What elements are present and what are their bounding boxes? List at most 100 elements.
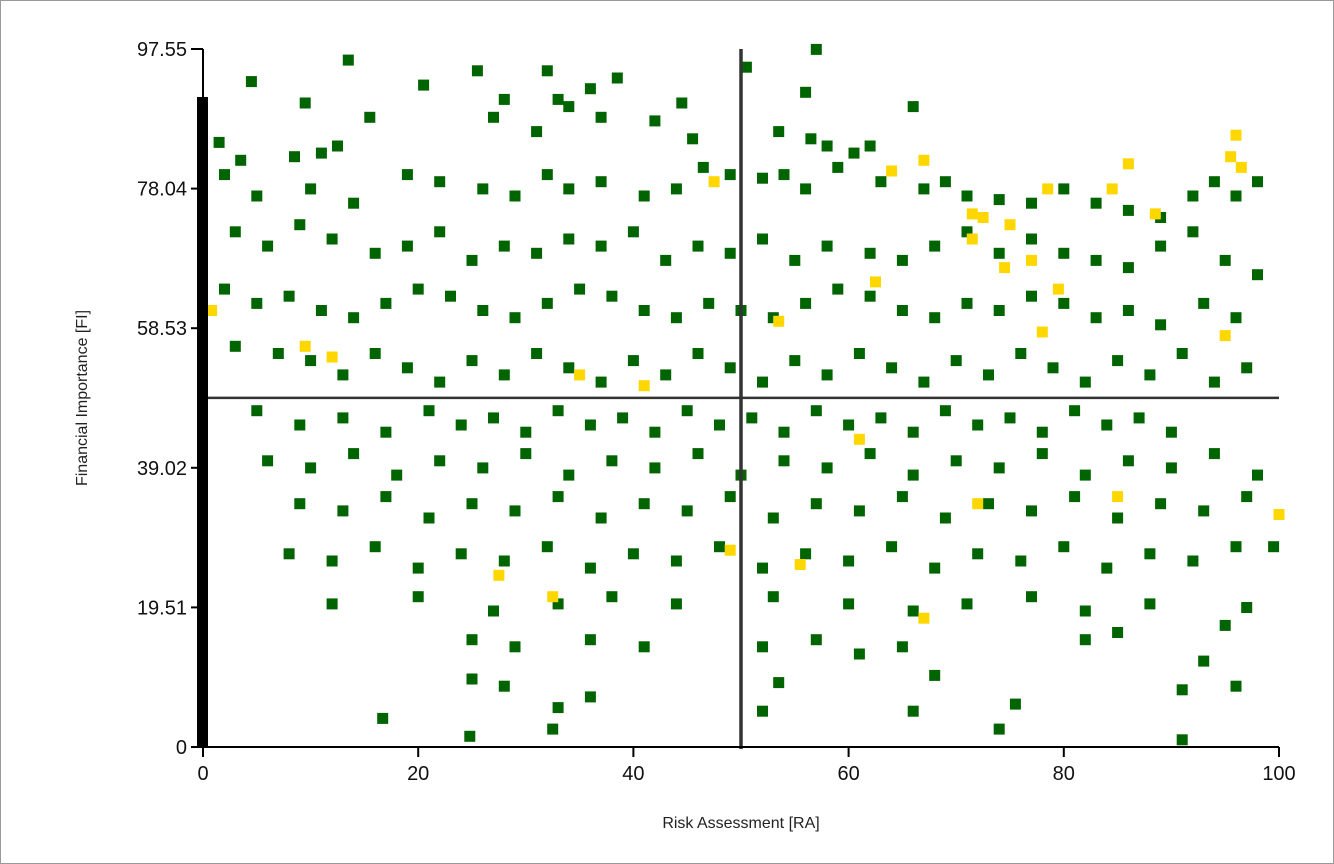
data-point [434,376,446,388]
data-point [547,591,559,603]
data-point [670,183,682,195]
data-point [547,723,559,735]
data-point [848,147,860,159]
data-point [950,455,962,467]
data-point [896,305,908,316]
data-point [1112,512,1124,524]
data-point [606,591,618,603]
data-point [800,548,812,560]
data-point [1230,190,1242,202]
data-point [649,462,661,474]
data-point [498,369,510,381]
data-point [724,169,736,181]
data-point [660,254,672,266]
data-point [972,498,984,510]
data-point [929,562,941,574]
data-point [552,491,564,503]
data-point [348,448,360,460]
data-point [1144,369,1156,381]
y-tick-label: 39.02 [137,458,187,480]
data-point [918,612,930,624]
data-point [929,669,941,681]
y-tick-label: 19.51 [137,597,187,619]
data-point [757,641,768,653]
data-point [1058,297,1070,309]
data-point [939,176,951,188]
data-point [638,190,650,202]
data-point [251,190,263,202]
data-point [488,605,499,617]
data-point [886,362,898,374]
data-point [1219,254,1231,266]
data-point [1230,541,1242,553]
data-point [918,154,930,166]
data-point [1079,605,1091,617]
x-tick-label: 0 [197,763,208,785]
data-point [886,541,898,553]
data-point [563,469,575,481]
data-point [670,312,682,324]
data-point [778,455,790,467]
data-point [1155,319,1167,331]
data-point [724,491,736,503]
data-point [983,498,994,510]
data-point [1036,426,1048,438]
data-point [993,247,1005,259]
y-tick-label: 78.04 [137,179,187,201]
data-point [229,340,241,352]
data-point [541,169,553,181]
data-point [348,197,360,209]
data-point [251,297,263,309]
data-point [1241,491,1253,503]
data-point [1187,555,1199,567]
data-point [464,730,476,742]
data-point [377,712,389,724]
data-point [552,598,564,610]
data-point [961,226,973,238]
data-point [574,369,586,381]
data-point [332,140,343,152]
data-point [977,212,989,223]
data-point [342,54,354,66]
data-point [853,505,865,517]
data-point [708,176,720,188]
data-point [262,455,274,467]
data-point [213,136,225,148]
data-point [412,283,424,295]
x-tick-label: 100 [1262,763,1295,785]
data-point [509,505,521,517]
data-point [520,448,532,460]
data-point [498,555,510,567]
data-point [595,176,607,188]
data-point [337,505,349,517]
data-point [369,541,381,553]
data-point [1122,204,1134,216]
data-point [272,348,284,359]
data-point [1176,734,1188,746]
data-point [219,169,230,181]
data-point [789,254,801,266]
data-point [757,376,768,388]
data-point [1187,190,1199,202]
data-point [531,247,543,259]
data-point [584,691,596,703]
data-point [1122,455,1134,467]
data-point [1047,362,1059,374]
x-axis-title: Risk Assessment [RA] [662,815,819,832]
y-tick-label: 97.55 [137,39,187,61]
data-point [1015,555,1027,567]
data-point [498,93,510,105]
data-point [1198,505,1210,517]
data-point [939,405,951,417]
data-point [1069,491,1081,503]
data-point [477,305,489,316]
data-point [563,362,575,374]
data-point [401,169,413,181]
data-point [283,290,295,302]
data-point [649,426,661,438]
data-point [627,226,639,238]
data-point [966,208,978,220]
data-point [466,498,478,510]
data-point [1230,129,1242,141]
